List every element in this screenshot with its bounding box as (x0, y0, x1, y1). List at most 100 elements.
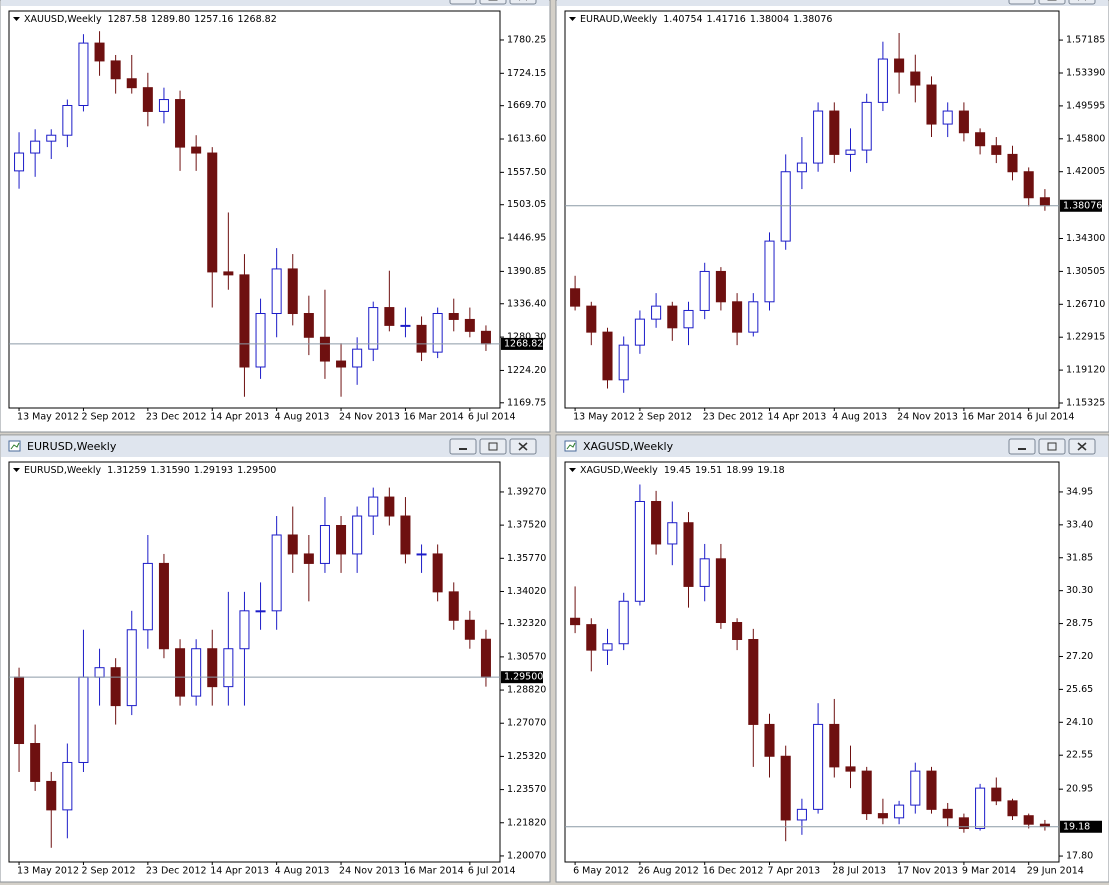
window-button[interactable] (509, 0, 537, 5)
candle-body (602, 331, 613, 381)
x-tick-label: 6 Jul 2014 (468, 866, 516, 877)
candle-body (62, 761, 73, 811)
candle-body (158, 562, 169, 650)
ohlc-value: 1268.82 (237, 14, 276, 25)
ohlc-value: 1.29500 (237, 465, 276, 476)
x-tick-label: 23 Dec 2012 (146, 866, 207, 877)
candle-body (352, 348, 363, 368)
candle-body (175, 99, 186, 148)
window-button[interactable] (479, 438, 507, 455)
maximize-glyph (488, 442, 498, 451)
candle-body (764, 240, 775, 303)
close-glyph (1077, 442, 1087, 451)
candle-body (845, 149, 856, 155)
candle-body (748, 638, 759, 725)
candle-body (223, 271, 234, 276)
chart-header: XAGUSD,Weekly 19.45 19.51 18.99 19.18 (580, 465, 785, 476)
candle-body (62, 104, 73, 136)
candle-body (877, 813, 888, 819)
candle-body (448, 313, 459, 320)
candle-body (796, 808, 807, 821)
ohlc-value: 1289.80 (151, 14, 190, 25)
candle-body (175, 648, 186, 697)
window-button[interactable] (1038, 438, 1066, 455)
y-tick-label: 1.30570 (507, 651, 546, 662)
candle-body (1007, 153, 1018, 173)
candle-body (110, 60, 121, 80)
y-tick-label: 1.34020 (507, 586, 546, 597)
price-label: 1.29500 (504, 672, 543, 683)
window-button[interactable] (1068, 0, 1096, 5)
x-tick-label: 2 Sep 2012 (638, 412, 692, 423)
window-button[interactable] (1008, 438, 1036, 455)
candle-body (942, 808, 953, 819)
candle-body (255, 610, 266, 613)
price-label: 1.38076 (1063, 200, 1102, 211)
y-tick-label: 20.95 (1066, 784, 1093, 795)
candle-body (586, 624, 597, 651)
window-button[interactable] (449, 438, 477, 455)
candle-body (432, 553, 443, 593)
candle-body (400, 515, 411, 555)
x-tick-label: 24 Nov 2013 (897, 412, 958, 423)
x-tick-label: 28 Jul 2013 (832, 866, 886, 877)
y-tick-label: 17.80 (1066, 851, 1093, 862)
y-tick-label: 1.35770 (507, 553, 546, 564)
candle-body (618, 600, 629, 645)
candle-body (303, 553, 314, 564)
candle-body (651, 305, 662, 320)
window-button[interactable] (479, 0, 507, 5)
candle-body (958, 817, 969, 829)
candle-body (732, 301, 743, 333)
candle-body (634, 318, 645, 346)
candle-body (861, 101, 872, 151)
candle-body (732, 622, 743, 640)
window-button[interactable] (1008, 0, 1036, 5)
plot-frame (8, 461, 501, 863)
y-tick-label: 1669.70 (507, 100, 546, 111)
ohlc-value: 1.38004 (750, 14, 789, 25)
candle-body (384, 496, 395, 517)
y-tick-label: 1724.15 (507, 68, 546, 79)
candle-body (829, 723, 840, 768)
y-tick-label: 1.30505 (1066, 266, 1105, 277)
candle-body (942, 110, 953, 125)
y-tick-label: 33.40 (1066, 519, 1093, 530)
y-tick-label: 1336.40 (507, 298, 546, 309)
candle-body (336, 360, 347, 368)
candle-body (683, 309, 694, 329)
price-label-box (501, 671, 543, 684)
y-tick-label: 27.20 (1066, 651, 1093, 662)
candle-body (926, 84, 937, 125)
y-tick-label: 1169.75 (507, 397, 546, 408)
candle-body (336, 525, 347, 555)
candle-body (158, 99, 169, 112)
candle-body (991, 145, 1002, 155)
title-bar (557, 0, 1108, 6)
ohlc-value: 19.45 (664, 465, 691, 476)
x-tick-label: 24 Nov 2013 (339, 866, 400, 877)
y-tick-label: 31.85 (1066, 552, 1093, 563)
y-tick-label: 1503.05 (507, 199, 546, 210)
y-tick-label: 1.27070 (507, 718, 546, 729)
y-tick-label: 1.15325 (1066, 398, 1105, 409)
candle-body (303, 313, 314, 338)
candle-body (586, 305, 597, 333)
close-glyph (518, 442, 528, 451)
candle-body (126, 78, 137, 89)
window-button[interactable] (449, 0, 477, 5)
candle-body (368, 307, 379, 350)
y-tick-label: 28.75 (1066, 618, 1093, 629)
header-arrow (569, 17, 576, 21)
ohlc-value: 19.18 (757, 465, 784, 476)
candle-body (1023, 815, 1034, 825)
x-tick-label: 9 Mar 2014 (962, 866, 1016, 877)
candle-body (126, 629, 137, 707)
y-tick-label: 1.34300 (1066, 233, 1105, 244)
title-bar (1, 0, 549, 6)
symbol: EURUSD,Weekly (24, 465, 102, 476)
window-button[interactable] (1038, 0, 1066, 5)
candle-body (78, 42, 89, 106)
candle-body (894, 58, 905, 73)
